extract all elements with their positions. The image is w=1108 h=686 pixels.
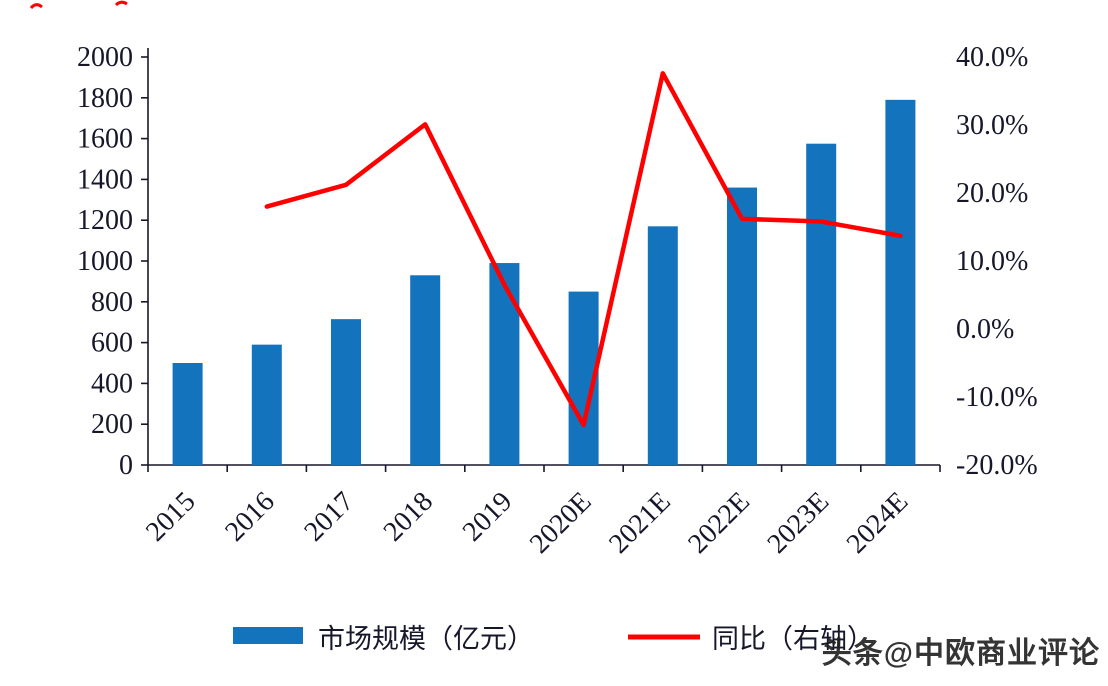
x-axis-category-label: 2023E: [762, 486, 836, 560]
x-axis-category-label: 2018: [378, 486, 440, 548]
watermark: 头条@中欧商业评论: [821, 637, 1100, 670]
legend-bar-swatch: [233, 627, 303, 644]
cropped-red-mark: [29, 3, 43, 10]
bar-2021E: [647, 226, 678, 465]
bar-2016: [251, 344, 282, 465]
bar-2017: [331, 319, 361, 465]
x-axis-category-label: 2021E: [603, 486, 677, 560]
left-axis-tick-label: 400: [91, 368, 133, 399]
legend-line-label: 同比（右轴）: [712, 624, 874, 654]
x-axis-category-label: 2016: [219, 486, 281, 548]
x-axis-category-label: 2020E: [524, 486, 598, 560]
right-axis-tick-label: 40.0%: [956, 42, 1028, 73]
left-axis-tick-label: 200: [91, 409, 133, 440]
left-axis-tick-label: 0: [119, 450, 133, 481]
bar-2024E: [885, 99, 916, 465]
right-axis-tick-label: 0.0%: [956, 314, 1014, 345]
bar-2015: [172, 363, 203, 465]
x-axis-category-label: 2019: [457, 486, 519, 548]
x-axis-category-label: 2022E: [682, 486, 756, 560]
yoy-growth-line: [264, 71, 903, 428]
x-axis-category-label: 2017: [298, 486, 360, 548]
x-axis-category-label: 2015: [140, 486, 202, 548]
right-axis-tick-label: 10.0%: [956, 246, 1028, 277]
right-axis-tick-label: -10.0%: [956, 382, 1038, 413]
bar-2018: [410, 275, 441, 465]
left-axis-tick-label: 600: [91, 328, 133, 359]
bar-2022E: [727, 187, 757, 465]
left-axis-tick-label: 1600: [77, 124, 133, 155]
legend-bar-label: 市场规模（亿元）: [318, 624, 534, 654]
left-axis-tick-label: 1400: [77, 164, 133, 195]
left-axis-tick-label: 1200: [77, 205, 133, 236]
right-axis-tick-label: -20.0%: [956, 450, 1038, 481]
left-axis-tick-label: 1800: [77, 83, 133, 114]
left-axis-tick-label: 2000: [77, 42, 133, 73]
cropped-red-mark: [114, 0, 128, 7]
left-axis-tick-label: 800: [91, 287, 133, 318]
bar-2023E: [806, 143, 837, 465]
right-axis-tick-label: 30.0%: [956, 110, 1028, 141]
left-axis-tick-label: 1000: [77, 246, 133, 277]
right-axis-tick-label: 20.0%: [956, 178, 1028, 209]
bar-2019: [489, 263, 520, 465]
x-axis-category-label: 2024E: [841, 486, 915, 560]
